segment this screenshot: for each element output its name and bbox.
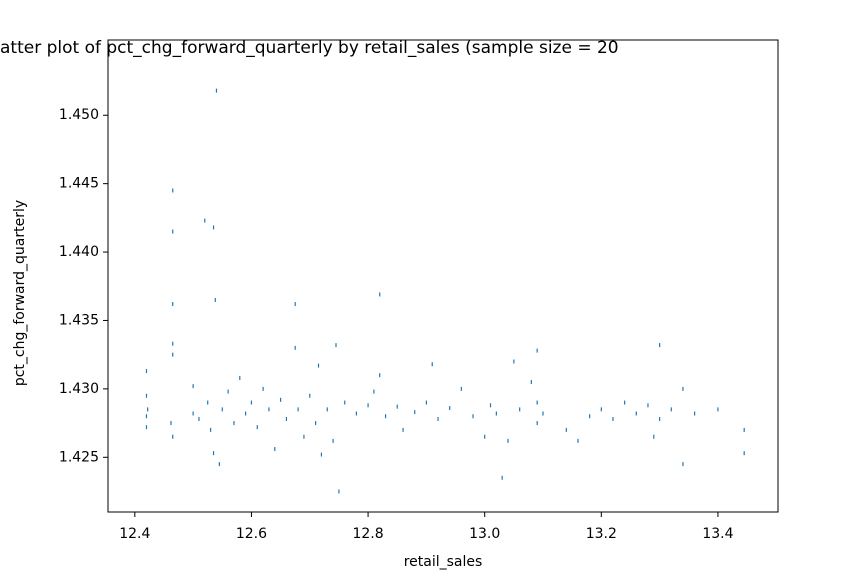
y-tick-label: 1.445 [59,176,99,192]
x-axis-label: retail_sales [404,554,483,570]
plot-frame [107,39,779,513]
x-tick-label: 13.4 [702,526,733,542]
y-tick-label: 1.450 [59,107,99,123]
y-tick-label: 1.430 [59,381,99,397]
x-tick-label: 12.8 [352,526,383,542]
x-tick-label: 13.0 [469,526,500,542]
x-tick-label: 13.2 [586,526,617,542]
chart-title: atter plot of pct_chg_forward_quarterly … [0,38,619,58]
x-tick-label: 12.4 [119,526,150,542]
y-tick-label: 1.440 [59,244,99,260]
y-axis-label: pct_chg_forward_quarterly [12,200,28,386]
y-tick-label: 1.435 [59,312,99,328]
y-tick-label: 1.425 [59,449,99,465]
x-tick-label: 12.6 [236,526,267,542]
